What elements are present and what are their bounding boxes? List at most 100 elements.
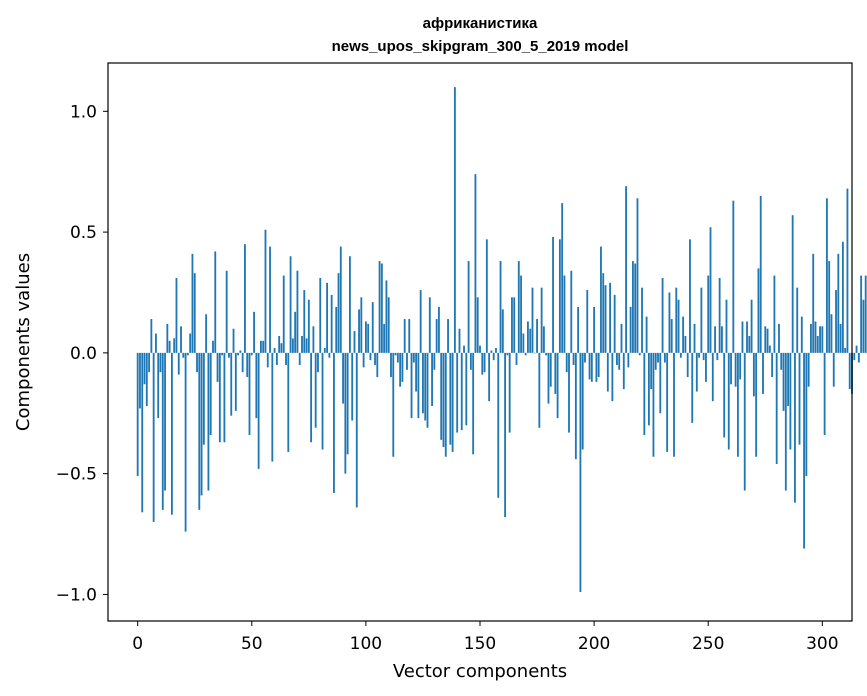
bar-5 [148,352,150,373]
bar-76 [310,352,313,443]
bar-229 [659,352,662,414]
bar-207 [609,282,611,353]
bar-209 [613,294,616,353]
bar-241 [686,352,689,378]
bar-191 [572,352,575,365]
bar-258 [725,299,728,353]
bar-276 [766,328,769,353]
bar-182 [552,236,554,353]
bar-74 [305,338,308,353]
bar-137 [449,352,452,445]
bar-58 [269,246,271,353]
bar-46 [241,352,244,373]
bar-4 [145,352,148,407]
bar-167 [517,261,520,353]
bar-214 [625,186,627,353]
bar-184 [556,352,559,419]
bars-group [136,87,867,593]
bar-235 [673,352,675,457]
bar-178 [542,326,545,353]
bar-154 [488,352,491,402]
bar-290 [798,352,801,445]
bar-69 [294,311,297,353]
bar-263 [736,352,739,457]
bar-273 [759,195,762,353]
bar-250 [707,275,710,353]
bar-309 [841,241,844,353]
bar-181 [549,352,552,387]
bar-153 [485,239,488,353]
y-tick-label: 0.5 [70,223,97,243]
bar-124 [419,290,422,353]
bar-196 [584,352,586,363]
bar-135 [444,352,447,457]
bar-242 [689,239,691,353]
bar-317 [860,275,863,353]
bar-297 [814,321,817,353]
bar-221 [641,287,643,353]
bar-170 [524,352,527,356]
x-tick-label: 0 [132,634,143,654]
bar-133 [440,352,443,440]
bar-105 [376,352,379,378]
bar-18 [177,352,180,375]
bar-291 [800,316,803,353]
y-tick-label: −1.0 [56,585,97,605]
bar-121 [412,352,415,363]
bar-155 [490,350,493,353]
bar-192 [574,352,577,460]
bar-29 [202,352,205,445]
bar-303 [828,261,831,353]
bar-159 [499,261,502,353]
bar-126 [424,352,427,421]
bar-94 [351,352,354,421]
bar-200 [593,306,596,353]
bar-179 [545,352,548,356]
bar-138 [451,352,454,452]
bar-175 [536,319,538,353]
bar-43 [234,352,237,411]
bar-115 [399,352,402,387]
bar-104 [374,352,376,365]
bar-195 [581,352,584,450]
x-tick-label: 150 [464,634,496,654]
bar-92 [346,352,349,455]
bar-42 [232,328,235,353]
bar-316 [857,352,860,363]
bar-25 [193,273,196,353]
bar-240 [684,335,687,353]
bar-208 [611,352,614,402]
bar-304 [830,314,833,353]
bar-269 [750,299,753,353]
bar-132 [438,306,440,353]
bar-215 [627,352,630,368]
bar-81 [321,352,324,450]
bar-285 [787,352,790,407]
bar-251 [709,227,712,353]
bar-67 [289,256,292,353]
bar-187 [563,275,566,353]
bar-163 [508,352,511,433]
bar-54 [260,340,262,353]
bar-78 [314,352,317,428]
bar-299 [819,326,821,353]
bar-60 [273,348,276,353]
bar-162 [506,352,509,356]
bar-227 [654,352,657,370]
bar-298 [816,335,819,353]
bar-231 [663,352,666,363]
bar-125 [422,352,424,414]
bar-211 [618,352,621,370]
bar-77 [312,326,315,353]
bar-52 [255,352,258,419]
bar-300 [821,326,824,353]
bar-307 [837,253,840,353]
bar-80 [319,277,322,353]
bar-10 [159,352,162,373]
bar-238 [679,352,682,358]
bar-204 [602,273,605,353]
bar-292 [803,352,805,549]
bar-268 [748,335,751,353]
bar-51 [253,311,255,353]
bar-44 [237,352,239,356]
